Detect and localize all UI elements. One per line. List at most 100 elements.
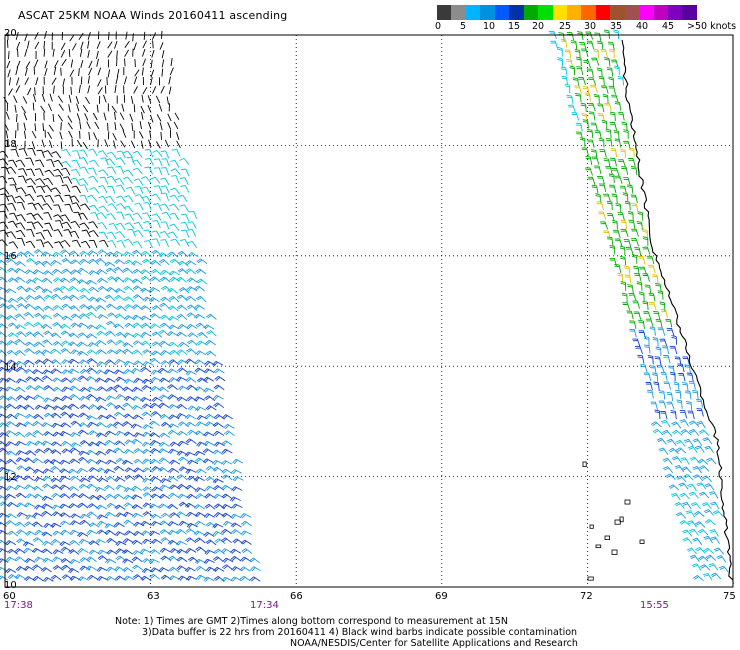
wind-barb — [611, 167, 620, 177]
wind-barb — [123, 285, 134, 292]
wind-barb — [666, 327, 675, 337]
wind-barb — [660, 309, 668, 318]
wind-barb — [184, 414, 196, 420]
wind-barb — [689, 456, 700, 464]
wind-barb — [204, 421, 216, 427]
wind-barb — [149, 530, 161, 536]
wind-barb — [49, 140, 53, 149]
wind-barb — [68, 294, 80, 301]
wind-barb — [69, 493, 81, 499]
wind-barb — [149, 573, 161, 580]
colorbar-label: 35 — [610, 21, 623, 32]
wind-barb — [114, 40, 118, 49]
colorbar-label: 45 — [662, 21, 675, 32]
wind-barb — [683, 474, 694, 481]
wind-speed-colorbar — [437, 5, 697, 20]
wind-barb — [699, 564, 711, 571]
wind-barb — [177, 484, 189, 490]
wind-barb — [16, 512, 28, 518]
wind-barb — [230, 576, 242, 582]
wind-barb — [115, 184, 126, 193]
wind-barb — [5, 556, 17, 562]
wind-barb — [34, 87, 36, 96]
wind-barb — [656, 437, 667, 445]
wind-barb — [115, 376, 127, 382]
wind-barb — [14, 574, 26, 580]
wind-barb — [606, 236, 614, 246]
pass-time-label: 17:38 — [4, 600, 33, 611]
wind-barb — [599, 221, 609, 230]
wind-barb — [185, 348, 197, 355]
wind-barb — [95, 422, 107, 428]
wind-barb — [104, 261, 116, 267]
wind-barb — [624, 265, 631, 275]
wind-barb — [212, 556, 224, 563]
wind-barb — [150, 59, 153, 68]
wind-barb — [43, 177, 54, 186]
wind-barb — [147, 105, 152, 113]
wind-barb — [148, 297, 160, 303]
wind-barb — [7, 367, 19, 373]
wind-barb — [221, 484, 233, 491]
wind-barb — [70, 59, 74, 68]
wind-barb — [221, 537, 232, 544]
wind-barb — [50, 466, 62, 472]
wind-barb — [89, 204, 100, 212]
wind-barb — [614, 238, 623, 247]
wind-barb — [33, 394, 45, 400]
wind-barb — [36, 194, 46, 203]
wind-barb — [703, 547, 714, 554]
wind-barb — [168, 270, 180, 276]
wind-barb — [113, 493, 125, 500]
wind-barb — [70, 86, 72, 95]
wind-barb — [149, 313, 161, 319]
wind-barb — [78, 538, 90, 545]
wind-barb — [131, 438, 143, 444]
wind-barb — [168, 448, 180, 454]
wind-barb — [114, 359, 126, 365]
wind-barb — [16, 331, 27, 338]
wind-barb — [32, 458, 44, 464]
wind-barb — [104, 439, 116, 446]
wind-barb — [60, 42, 66, 51]
wind-barb — [13, 95, 18, 103]
wind-barb — [88, 296, 100, 302]
wind-barb — [0, 296, 8, 302]
wind-barb — [53, 204, 62, 213]
wind-barb — [32, 269, 44, 275]
wind-barb — [688, 528, 699, 536]
wind-barb — [214, 512, 226, 518]
wind-barb — [601, 119, 608, 130]
wind-barb — [141, 323, 152, 330]
wind-barb — [141, 431, 154, 438]
wind-barb — [149, 458, 161, 465]
wind-barb — [115, 540, 127, 547]
wind-barb — [25, 61, 31, 69]
wind-barb — [5, 430, 17, 436]
wind-barb — [15, 31, 19, 40]
wind-barb — [212, 478, 224, 484]
wind-barb — [692, 465, 702, 474]
wind-barb — [161, 50, 165, 59]
wind-barb — [104, 511, 116, 517]
wind-barb — [69, 394, 80, 400]
wind-barb — [88, 258, 99, 265]
wind-barb — [167, 113, 172, 122]
wind-barb — [587, 176, 596, 186]
wind-barb — [24, 341, 36, 348]
wind-barb — [558, 32, 565, 42]
wind-barb — [15, 85, 21, 93]
wind-barb — [716, 555, 727, 563]
wind-barb — [24, 395, 36, 401]
wind-barb — [16, 237, 26, 246]
wind-barb — [5, 540, 17, 546]
wind-barb — [115, 339, 127, 346]
wind-barb — [10, 148, 19, 158]
wind-barb — [8, 77, 11, 86]
wind-barb — [132, 167, 143, 175]
wind-barb — [150, 176, 161, 184]
wind-barb — [95, 450, 107, 456]
wind-barb — [36, 149, 45, 158]
wind-barb — [151, 341, 163, 348]
wind-barb — [151, 331, 163, 338]
